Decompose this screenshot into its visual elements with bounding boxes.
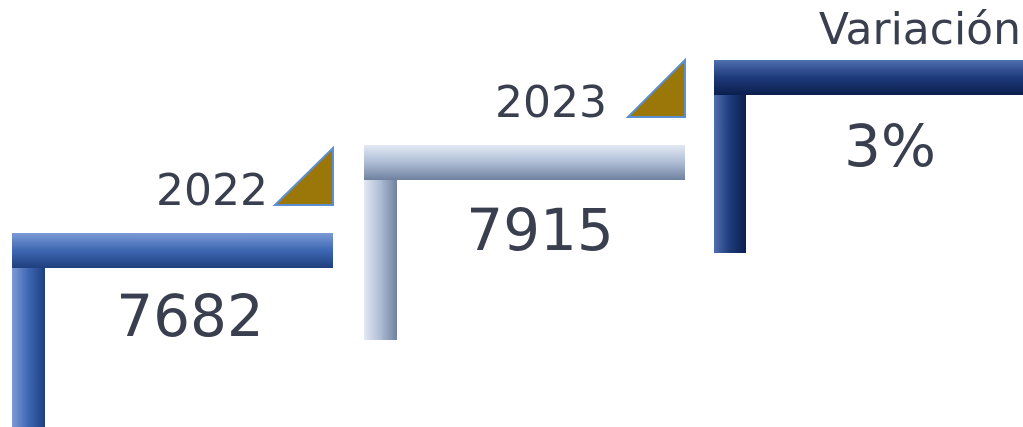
step-label: 2023 — [495, 77, 607, 128]
step-value: 7682 — [116, 282, 264, 350]
step-bar-horizontal — [714, 60, 1023, 95]
step: Variación 3% — [714, 4, 1023, 253]
step-bar-horizontal — [12, 233, 333, 268]
step-value: 3% — [844, 112, 936, 180]
step-bar-horizontal — [364, 145, 685, 180]
step: 2023 7915 — [364, 57, 686, 340]
step: 2022 7682 — [12, 145, 334, 427]
step-value: 7915 — [466, 196, 614, 264]
triangle-icon — [272, 145, 334, 206]
triangle-icon — [625, 57, 686, 118]
step-label: 2022 — [156, 165, 268, 216]
step-label: Variación — [819, 4, 1021, 55]
